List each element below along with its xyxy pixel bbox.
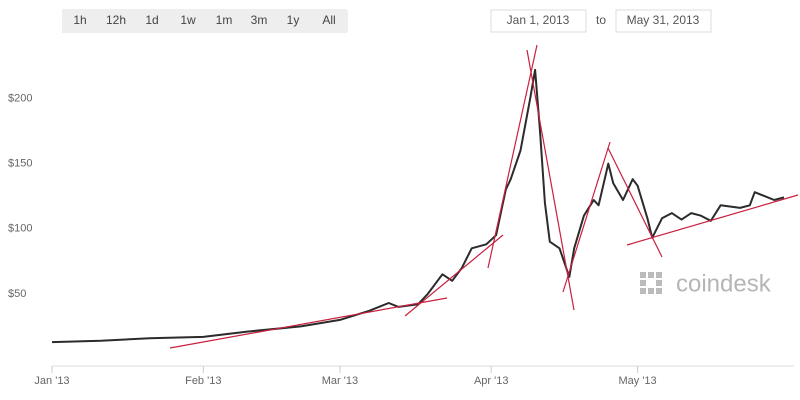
date-from[interactable]: Jan 1, 2013: [507, 13, 570, 27]
trend-line: [169, 297, 448, 349]
date-to-box[interactable]: [615, 9, 712, 33]
range-button[interactable]: [98, 9, 133, 33]
x-tick-label: Apr '13: [474, 375, 509, 387]
range-button[interactable]: [134, 9, 169, 33]
range-button-label[interactable]: 1m: [216, 13, 233, 27]
y-tick-label: $200: [8, 92, 32, 104]
trend-line: [404, 234, 504, 317]
range-buttons: 1h 12h 1d 1w 1m 3m 1y All: [62, 9, 347, 33]
y-tick-label: $100: [8, 223, 32, 235]
x-tick-label: May '13: [619, 375, 657, 387]
date-from-box[interactable]: [490, 9, 587, 33]
range-button-label[interactable]: 3m: [251, 13, 268, 27]
trend-lines: [169, 44, 799, 349]
trend-line: [487, 44, 538, 269]
range-button[interactable]: [62, 9, 97, 33]
trend-line: [562, 141, 611, 293]
x-tick-label: Mar '13: [322, 375, 358, 387]
watermark: coindesk: [676, 270, 772, 297]
date-separator: to: [596, 13, 606, 27]
range-button-label[interactable]: 1y: [287, 13, 300, 27]
range-button-label[interactable]: 12h: [106, 13, 126, 27]
range-button[interactable]: [242, 9, 275, 33]
range-button[interactable]: [206, 9, 241, 33]
range-button-label[interactable]: 1d: [145, 13, 158, 27]
range-button[interactable]: [310, 9, 347, 33]
range-button[interactable]: [276, 9, 309, 33]
trend-line: [607, 147, 663, 258]
x-tick-label: Jan '13: [34, 375, 69, 387]
range-button-label[interactable]: All: [322, 13, 335, 27]
y-tick-label: $150: [8, 157, 32, 169]
x-tick-label: Feb '13: [185, 375, 221, 387]
trend-line: [626, 194, 799, 246]
trend-line: [526, 49, 575, 311]
range-button-label[interactable]: 1h: [73, 13, 86, 27]
range-button-label[interactable]: 1w: [180, 13, 196, 27]
range-button[interactable]: [170, 9, 205, 33]
watermark-icon: [640, 272, 662, 294]
price-line: [51, 68, 785, 344]
y-tick-label: $50: [8, 288, 26, 300]
date-to[interactable]: May 31, 2013: [627, 13, 700, 27]
